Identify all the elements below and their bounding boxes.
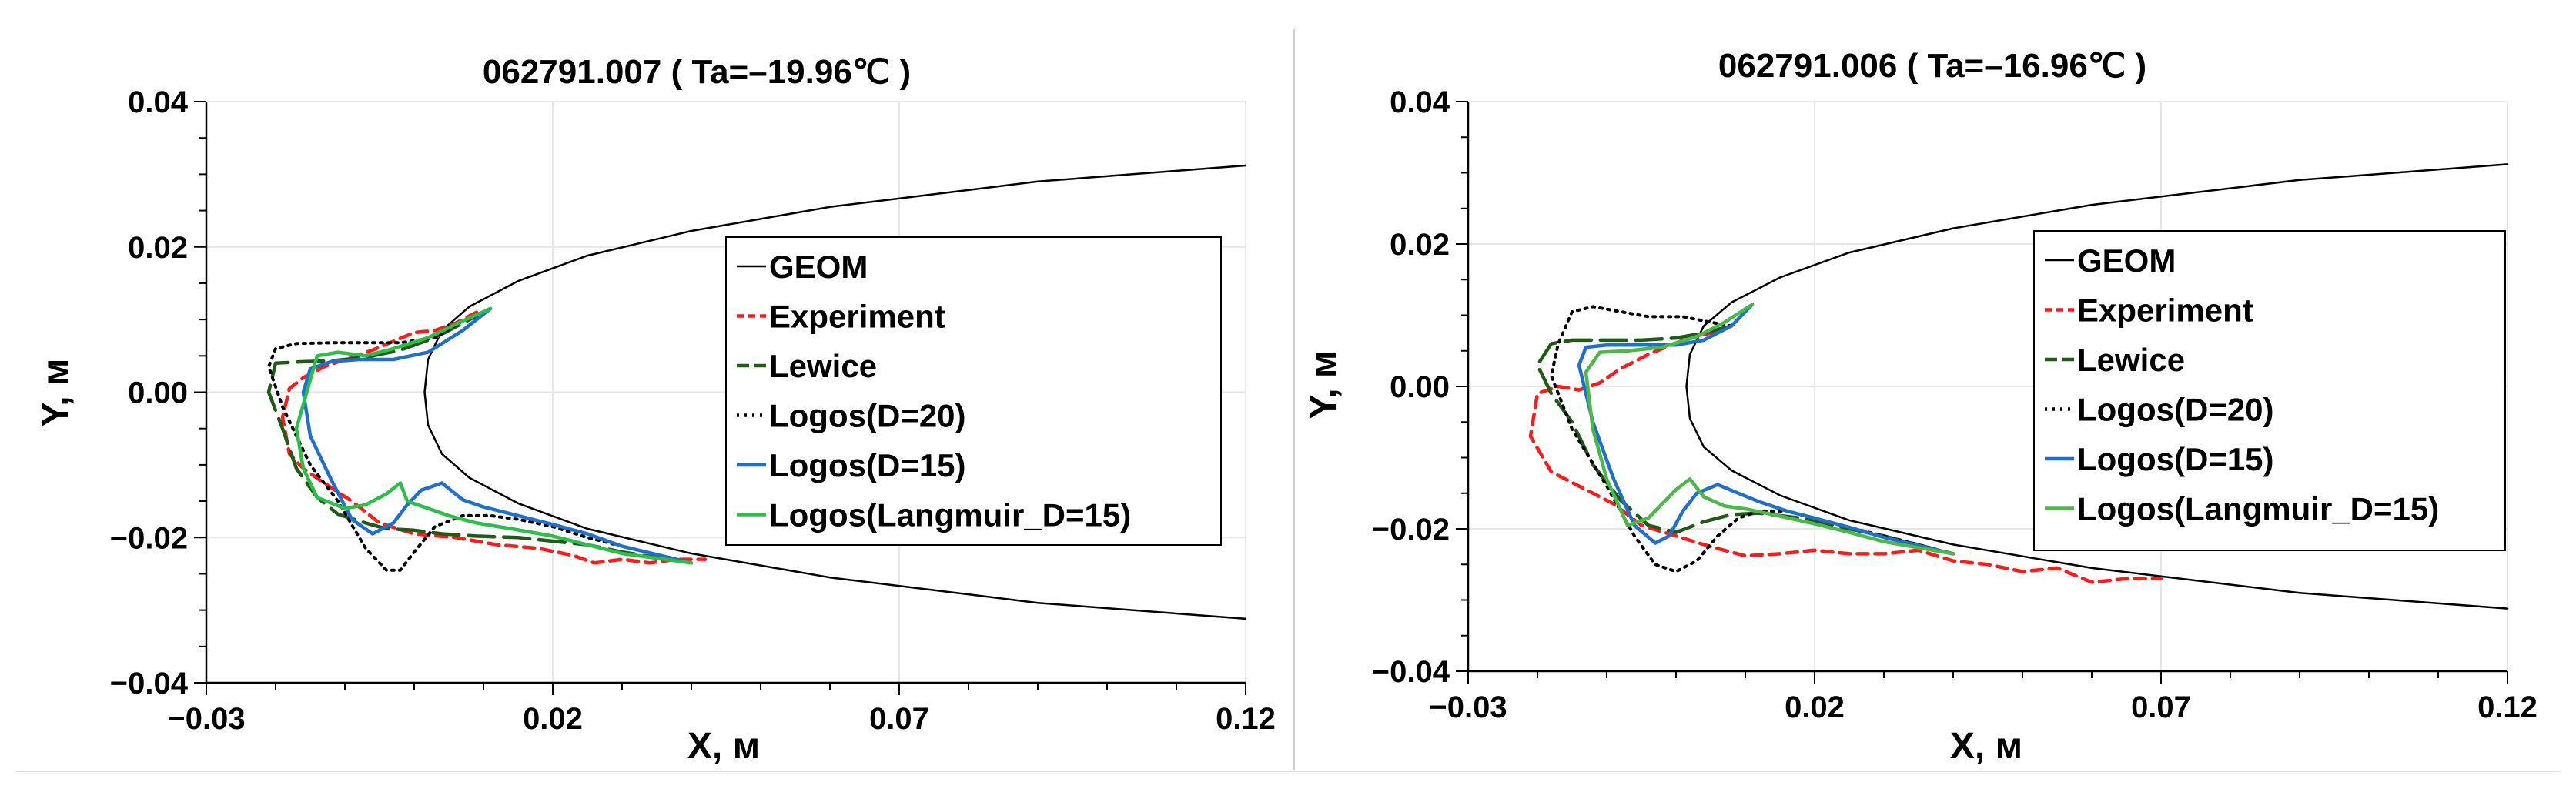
y-axis-label: Y, м <box>1303 351 1344 420</box>
y-axis-label: Y, м <box>35 359 76 427</box>
x-tick-label: −0.03 <box>167 702 245 736</box>
y-tick-label: 0.04 <box>1390 85 1450 119</box>
y-tick-label: 0.04 <box>128 85 189 119</box>
legend-label: Lewice <box>2077 342 2185 378</box>
legend-label: Logos(D=15) <box>2077 441 2274 477</box>
y-tick-label: −0.02 <box>1372 513 1450 547</box>
legend-label: GEOM <box>2077 242 2176 279</box>
x-axis-label: X, м <box>1950 726 2022 767</box>
series-line-logos-d-15- <box>1577 303 1955 556</box>
y-tick-label: −0.02 <box>110 521 188 555</box>
y-tick-label: −0.04 <box>110 667 189 700</box>
series-line-geom <box>1685 163 2509 610</box>
chart-panel-right: 0.04 0.02 0.00 −0.02 −0.04−0.03 0.02 0.07 0.12 0… <box>1303 47 2538 767</box>
y-tick-label: 0.02 <box>128 231 188 265</box>
chart-panel-left: 0.04 0.02 0.00 −0.02 −0.04−0.03 0.02 0.07 0.12 0… <box>35 53 1276 767</box>
legend-label: Logos(Langmuir_D=15) <box>2077 491 2439 527</box>
series-line-logos-langmuir-d-15- <box>294 306 694 565</box>
chart-title: 062791.006 ( Ta=–16.96℃ ) <box>1718 47 2146 85</box>
y-tick-label: 0.00 <box>1390 370 1450 404</box>
x-tick-label: 0.02 <box>523 702 583 736</box>
legend-label: Lewice <box>769 348 877 384</box>
x-tick-label: 0.12 <box>1216 702 1276 736</box>
x-tick-label: 0.07 <box>869 702 929 736</box>
y-tick-label: −0.04 <box>1372 655 1450 689</box>
x-axis-label: X, м <box>687 726 760 767</box>
legend-label: Logos(D=20) <box>769 398 966 434</box>
y-tick-label: 0.02 <box>1390 228 1450 262</box>
series-line-logos-d-15- <box>301 306 694 565</box>
x-tick-label: 0.02 <box>1785 690 1845 724</box>
legend-label: Logos(Langmuir_D=15) <box>769 497 1131 533</box>
series-line-geom <box>423 164 1247 620</box>
chart-title: 062791.007 ( Ta=–19.96℃ ) <box>483 53 911 91</box>
legend-box <box>725 236 1222 546</box>
series-line-experiment <box>1528 324 2163 584</box>
legend-label: Experiment <box>769 299 945 335</box>
x-tick-label: −0.03 <box>1429 690 1507 724</box>
x-tick-label: 0.07 <box>2131 690 2191 724</box>
series-line-logos-langmuir-d-15- <box>1584 303 1955 556</box>
legend-label: GEOM <box>769 249 868 285</box>
legend-label: Logos(D=15) <box>769 447 966 483</box>
legend-label: Experiment <box>2077 293 2253 329</box>
x-tick-label: 0.12 <box>2477 690 2538 724</box>
y-tick-label: 0.00 <box>128 376 188 410</box>
legend-label: Logos(D=20) <box>2077 392 2274 428</box>
legend-box <box>2033 230 2506 551</box>
series-line-logos-d-20- <box>267 307 693 572</box>
